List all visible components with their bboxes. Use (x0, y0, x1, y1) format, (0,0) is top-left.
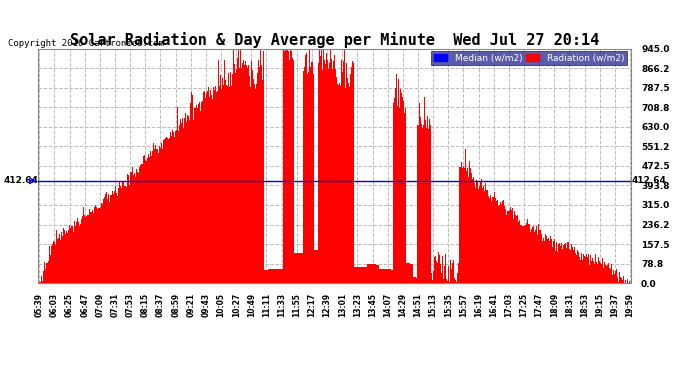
Text: 412.64: 412.64 (632, 176, 667, 185)
Text: Copyright 2016 Cartronics.com: Copyright 2016 Cartronics.com (8, 39, 164, 48)
Title: Solar Radiation & Day Average per Minute  Wed Jul 27 20:14: Solar Radiation & Day Average per Minute… (70, 32, 600, 48)
Legend: Median (w/m2), Radiation (w/m2): Median (w/m2), Radiation (w/m2) (431, 51, 627, 65)
Text: 412.64: 412.64 (3, 176, 38, 185)
